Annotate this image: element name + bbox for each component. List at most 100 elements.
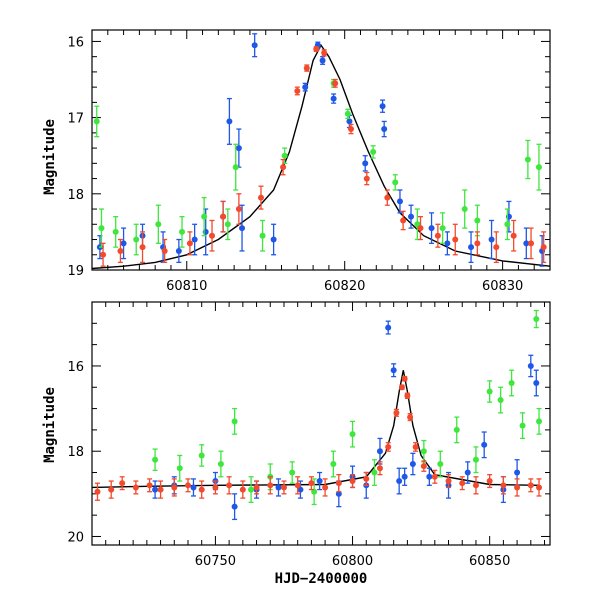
marker [294,482,301,489]
marker [536,484,543,491]
marker [270,236,277,243]
marker [400,217,407,224]
marker [235,145,242,152]
data-layer [92,309,543,521]
green-data-point [198,444,205,467]
y-tick-label: 17 [67,112,84,127]
marker [94,488,101,495]
green-data-point [437,450,444,478]
marker [313,46,320,53]
red-data-point [280,480,287,495]
blue-data-point [409,452,416,476]
red-data-point [348,123,355,135]
green-data-point [98,208,105,248]
red-data-point [108,480,115,499]
marker [453,426,460,433]
marker [390,367,397,374]
marker [362,160,369,167]
marker [235,206,242,213]
green-data-point [259,219,266,252]
marker [335,480,342,487]
model-curve [92,43,550,270]
y-tick-label: 19 [67,264,84,279]
marker [232,164,239,171]
marker [396,198,403,205]
marker [540,244,547,251]
blue-data-point [270,223,277,256]
green-data-point [453,416,460,444]
y-tick-label: 18 [67,445,84,460]
marker [108,486,115,493]
marker [407,414,414,421]
marker [146,482,153,489]
green-data-point [497,386,504,414]
blue-data-point [464,461,471,484]
top-panel-zoomed-light-curve: Magnitude 60810 60820 60830 16 17 18 19 [42,29,551,294]
x-tick-label: 60830 [482,279,523,294]
marker [401,473,408,480]
red-data-point [401,375,408,382]
red-data-point [157,480,164,499]
green-data-point [508,369,515,397]
blue-data-point [408,204,415,229]
red-data-point [536,478,543,497]
green-data-point [536,407,543,435]
y-tick-label: 20 [67,530,84,545]
marker [524,156,531,163]
marker [280,164,287,171]
marker [152,456,159,463]
green-data-point [519,412,526,440]
marker [384,194,391,201]
red-data-point [322,478,329,497]
red-data-point [294,86,301,96]
red-data-point [332,78,339,88]
red-data-point [267,476,274,495]
red-data-point [335,474,342,493]
marker [119,480,126,487]
green-data-point [152,448,159,472]
blue-data-point [120,227,127,260]
green-data-point [461,189,468,229]
marker [464,469,471,476]
blue-data-point [488,219,495,260]
marker [226,118,233,125]
marker [259,232,266,239]
marker [417,225,424,232]
green-data-point [281,147,288,164]
marker [316,478,323,485]
marker [385,324,392,331]
blue-data-point [401,467,408,486]
marker [212,484,219,491]
red-data-point [420,460,427,472]
blue-data-point [235,128,242,168]
y-tick-label: 18 [67,188,84,203]
marker [132,484,139,491]
red-data-point [400,210,407,231]
marker [379,103,386,110]
green-data-point [224,208,231,241]
green-data-point [155,204,162,244]
red-data-point [303,64,310,72]
green-data-point [176,454,183,482]
marker [376,448,383,455]
data-layer [92,33,550,270]
marker [535,164,542,171]
marker [308,480,315,487]
blue-data-point [396,189,403,214]
blue-data-point [468,231,475,264]
blue-data-point [330,93,337,104]
red-data-point [385,442,392,452]
marker [184,482,191,489]
marker [275,484,282,491]
red-data-point [474,231,481,256]
marker [171,484,178,491]
red-data-point [431,469,438,484]
marker [139,244,146,251]
red-data-point [257,185,264,210]
red-data-point [226,476,233,495]
red-data-point [493,231,500,264]
red-data-point [472,476,479,495]
marker [497,397,504,404]
red-data-point [220,200,227,233]
